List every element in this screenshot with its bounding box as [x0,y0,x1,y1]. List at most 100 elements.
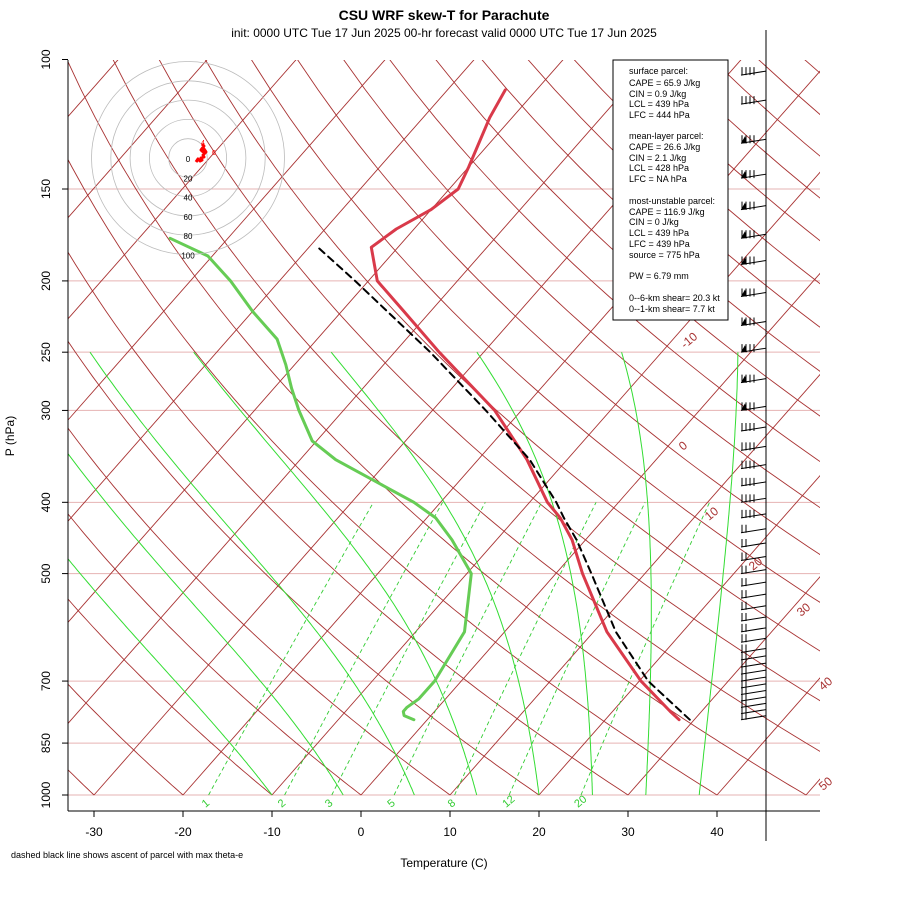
wind-barb-staff [740,696,767,702]
y-tick-label: 400 [39,492,53,512]
wind-barb-staff [740,556,767,562]
x-axis-label: Temperature (C) [400,856,487,870]
mean-cape: CAPE = 26.6 J/kg [629,142,700,152]
y-tick-label: 100 [39,49,53,69]
profile-lines [168,88,691,722]
parcel-info-box: surface parcel: CAPE = 65.9 J/kg CIN = 0… [612,59,729,321]
y-tick-label: 700 [39,671,53,691]
mixing-ratio-labels: 1 2 3 5 8 12 20 [200,793,590,810]
mixing-ratio-line [454,502,597,796]
wind-barb [740,552,767,562]
hodograph-ring [168,138,208,178]
wind-barb [740,634,767,643]
wind-barb-staff [740,627,767,633]
wind-barb [740,494,767,503]
wind-barb-staff [740,676,767,682]
surface-cape: CAPE = 65.9 J/kg [629,78,700,88]
y-tick-label: 1000 [39,781,53,808]
wind-barb-pennant [741,136,747,144]
dry-adiabat-line [389,60,820,463]
chart-title: CSU WRF skew-T for Parachute [339,7,550,23]
mu-header: most-unstable parcel: [629,196,715,206]
isotherm-label: 10 [702,504,721,524]
hodograph-ring-label: 60 [184,213,193,222]
isotherm-line [627,576,820,796]
wind-barb-pennant [741,231,747,239]
wind-barb [740,96,767,105]
dry-adiabat-line [112,60,820,752]
surface-header: surface parcel: [629,66,688,76]
wind-barb-staff [740,593,767,599]
wind-barbs [740,67,767,721]
hodograph-ring [129,99,247,217]
mean-lfc: LFC = NA hPa [629,174,687,184]
wind-barb [740,256,767,266]
hodograph-ring [91,61,285,255]
x-tick-label: 30 [621,825,635,839]
surface-lcl: LCL = 439 hPa [629,99,689,109]
isotherm-line [68,60,386,421]
mixing-ratio-line [208,502,374,796]
wind-barb [740,170,767,179]
wind-barb-staff [740,528,767,534]
dry-adiabat-line [712,60,820,157]
hodograph-ring-label: 40 [184,194,193,203]
isotherm-line [271,171,820,796]
wind-barb [740,460,767,470]
wind-barb-staff [740,637,767,643]
surface-lfc: LFC = 444 hPa [629,110,690,120]
wind-barb [740,644,767,653]
wind-barb [740,613,767,622]
wind-barb [740,666,767,675]
isotherm-line [360,272,820,796]
wind-barb-staff [740,709,767,715]
hodograph-ring-label: 100 [181,252,195,261]
wind-barb-staff [740,683,767,689]
y-axis-ticks: 100 150 200 250 300 400 500 700 850 1000 [39,49,68,808]
dry-adiabat-line [343,60,820,509]
hodograph: 0 20 40 60 80 100 46 [91,61,285,261]
wind-barb [740,590,767,599]
mixing-ratio-label: 20 [572,793,589,810]
chart-subtitle: init: 0000 UTC Tue 17 Jun 2025 00-hr for… [231,26,657,40]
dry-adiabat-line [68,427,451,796]
x-tick-label: 0 [358,825,365,839]
mixing-ratio-line [508,502,646,796]
wind-barb-staff [740,581,767,587]
isotherm-line [68,60,208,219]
wind-barb [740,374,767,384]
info-box-frame [612,59,729,321]
mixing-ratio-line [331,502,486,796]
hodograph-ring-label: 80 [184,232,193,241]
dewpoint-profile-line [168,236,473,722]
shear-0-1km: 0--1-km shear= 7.7 kt [629,304,715,314]
moist-adiabat-line [476,351,593,795]
isotherm-line [68,60,653,725]
wind-barb-staff [740,616,767,622]
isotherm-line [68,60,297,320]
y-tick-label: 200 [39,271,53,291]
wind-barb-staff [740,689,767,695]
isotherm-line [68,60,475,522]
x-tick-label: 10 [443,825,457,839]
dry-adiabat-line [204,60,820,652]
x-tick-label: -30 [85,825,103,839]
mixing-ratio-line [393,502,542,796]
wind-barb [740,538,767,548]
hodograph-trace-label: 4 [201,140,205,147]
wind-barb [740,344,767,353]
mean-cin: CIN = 2.1 J/kg [629,153,686,163]
moist-adiabat-line [621,352,652,796]
x-tick-label: -10 [263,825,281,839]
surface-cin: CIN = 0.9 J/kg [629,89,686,99]
wind-barb-pennant [741,375,747,383]
x-tick-label: -20 [174,825,192,839]
wind-barb-staff [740,662,767,668]
dry-adiabat-line [435,60,820,417]
isotherm-line [538,475,820,796]
x-axis-ticks: -30 -20 -10 0 10 20 30 40 [85,811,724,839]
wind-barb-staff [740,655,767,661]
dry-adiabat-line [68,251,629,796]
